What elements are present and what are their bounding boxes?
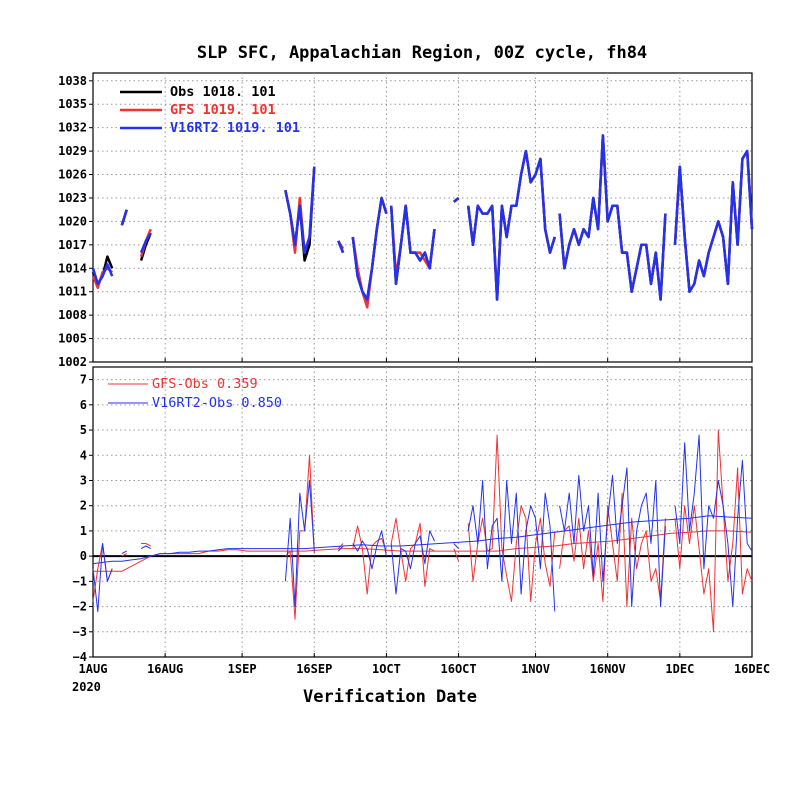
slp-series-2-seg-7 (453, 197, 460, 203)
err-series-3-seg-0 (92, 515, 753, 565)
slp-series-2-seg-4 (337, 240, 345, 254)
err-series-2-seg-1 (121, 550, 127, 555)
slp-ytick-label-2: 1008 (58, 308, 87, 322)
legend-text-v16rt2: V16RT2 1019. 101 (170, 120, 300, 136)
year-label: 2020 (72, 680, 101, 694)
err-ytick-label-11: 7 (80, 373, 87, 387)
slp-ytick-label-4: 1014 (58, 261, 87, 275)
x-tick-label-2: 1SEP (228, 662, 257, 676)
x-tick-label-0: 1AUG (79, 662, 108, 676)
err-series-2-seg-5 (352, 530, 387, 570)
x-tick-label-6: 1NOV (521, 662, 550, 676)
x-tick-label-1: 16AUG (147, 662, 183, 676)
err-series-2-seg-4 (337, 545, 344, 552)
slp-ytick-label-8: 1026 (58, 168, 87, 182)
err-frame (92, 366, 753, 658)
err-ytick-label-10: 6 (80, 398, 87, 412)
slp-series-2-seg-5 (351, 196, 388, 301)
x-tick-label-5: 16OCT (441, 662, 477, 676)
slp-ytick-label-10: 1032 (58, 121, 87, 135)
err-series-0-seg-3 (285, 454, 315, 620)
slp-ytick-label-11: 1035 (58, 97, 87, 111)
slp-series-2-seg-1 (120, 209, 128, 226)
error-panel: −4 −3 −2 −1 0 1 2 3 4 5 6 7 1AUG 16AUG 1SEP 16SEP 1OCT 16… (73, 366, 770, 676)
err-ytick-label-8: 4 (80, 448, 87, 462)
legend-text-v16rt2-obs: V16RT2-Obs 0.850 (152, 395, 282, 411)
slp-series-2-seg-6 (389, 204, 436, 286)
slp-ytick-label-3: 1011 (58, 285, 87, 299)
legend-text-obs: Obs 1018. 101 (170, 84, 276, 100)
slp-ytick-label-1: 1005 (58, 332, 87, 346)
err-series-0-seg-1 (121, 553, 127, 557)
err-series-2-seg-2 (140, 545, 151, 550)
slp-ytick-label-5: 1017 (58, 238, 87, 252)
slp-panel: 1002 1005 1008 1011 1014 1017 1020 1023 1026 1029… (58, 72, 754, 369)
err-ytick-label-9: 5 (80, 423, 87, 437)
x-tick-label-7: 16NOV (590, 662, 626, 676)
slp-ytick-label-12: 1038 (58, 74, 87, 88)
figure-title: SLP SFC, Appalachian Region, 00Z cycle, … (197, 43, 647, 63)
slp-series-2-seg-10 (673, 149, 754, 293)
err-series-2-seg-10 (674, 434, 753, 608)
slp-ytick-label-7: 1023 (58, 191, 87, 205)
err-series-2-seg-7 (453, 543, 459, 549)
err-ytick-label-5: 1 (80, 524, 87, 538)
err-ytick-label-0: −4 (73, 650, 87, 664)
err-ytick-label-1: −3 (73, 625, 87, 639)
slp-series-2-seg-0 (91, 263, 114, 286)
x-tick-label-8: 1DEC (665, 662, 694, 676)
slp-ytick-label-0: 1002 (58, 355, 87, 369)
slp-series-2-seg-8 (466, 149, 556, 301)
x-tick-label-3: 16SEP (296, 662, 332, 676)
slp-ytick-label-6: 1020 (58, 214, 87, 228)
err-ytick-label-4: 0 (80, 549, 87, 563)
err-series-2-seg-8 (467, 480, 556, 612)
err-series-0-seg-2 (141, 543, 151, 547)
err-series-0-seg-7 (453, 548, 460, 562)
err-ytick-label-2: −2 (73, 600, 87, 614)
slp-series-2-seg-3 (284, 166, 316, 254)
slp-series-2-seg-2 (139, 232, 152, 254)
err-series-0-seg-6 (390, 517, 435, 587)
err-series-2-seg-3 (284, 480, 315, 608)
err-series-2-seg-9 (559, 467, 666, 608)
slp-ytick-label-9: 1029 (58, 144, 87, 158)
err-series-2-seg-0 (92, 543, 113, 613)
err-ytick-label-7: 3 (80, 473, 87, 487)
err-series-0-seg-10 (674, 429, 753, 633)
err-series-0-seg-5 (352, 525, 387, 595)
err-series-0-seg-9 (559, 492, 666, 608)
err-ytick-label-3: −1 (73, 574, 87, 588)
err-ytick-label-6: 2 (80, 499, 87, 513)
legend-text-gfs: GFS 1019. 101 (170, 102, 276, 118)
x-tick-label-9: 16DEC (734, 662, 770, 676)
x-axis-label: Verification Date (303, 687, 477, 707)
legend-text-gfs-obs: GFS-Obs 0.359 (152, 376, 258, 392)
x-tick-label-4: 1OCT (372, 662, 401, 676)
slp-series-2-seg-9 (558, 134, 667, 301)
err-series-0-seg-8 (467, 434, 556, 602)
err-series-2-seg-6 (390, 530, 435, 595)
